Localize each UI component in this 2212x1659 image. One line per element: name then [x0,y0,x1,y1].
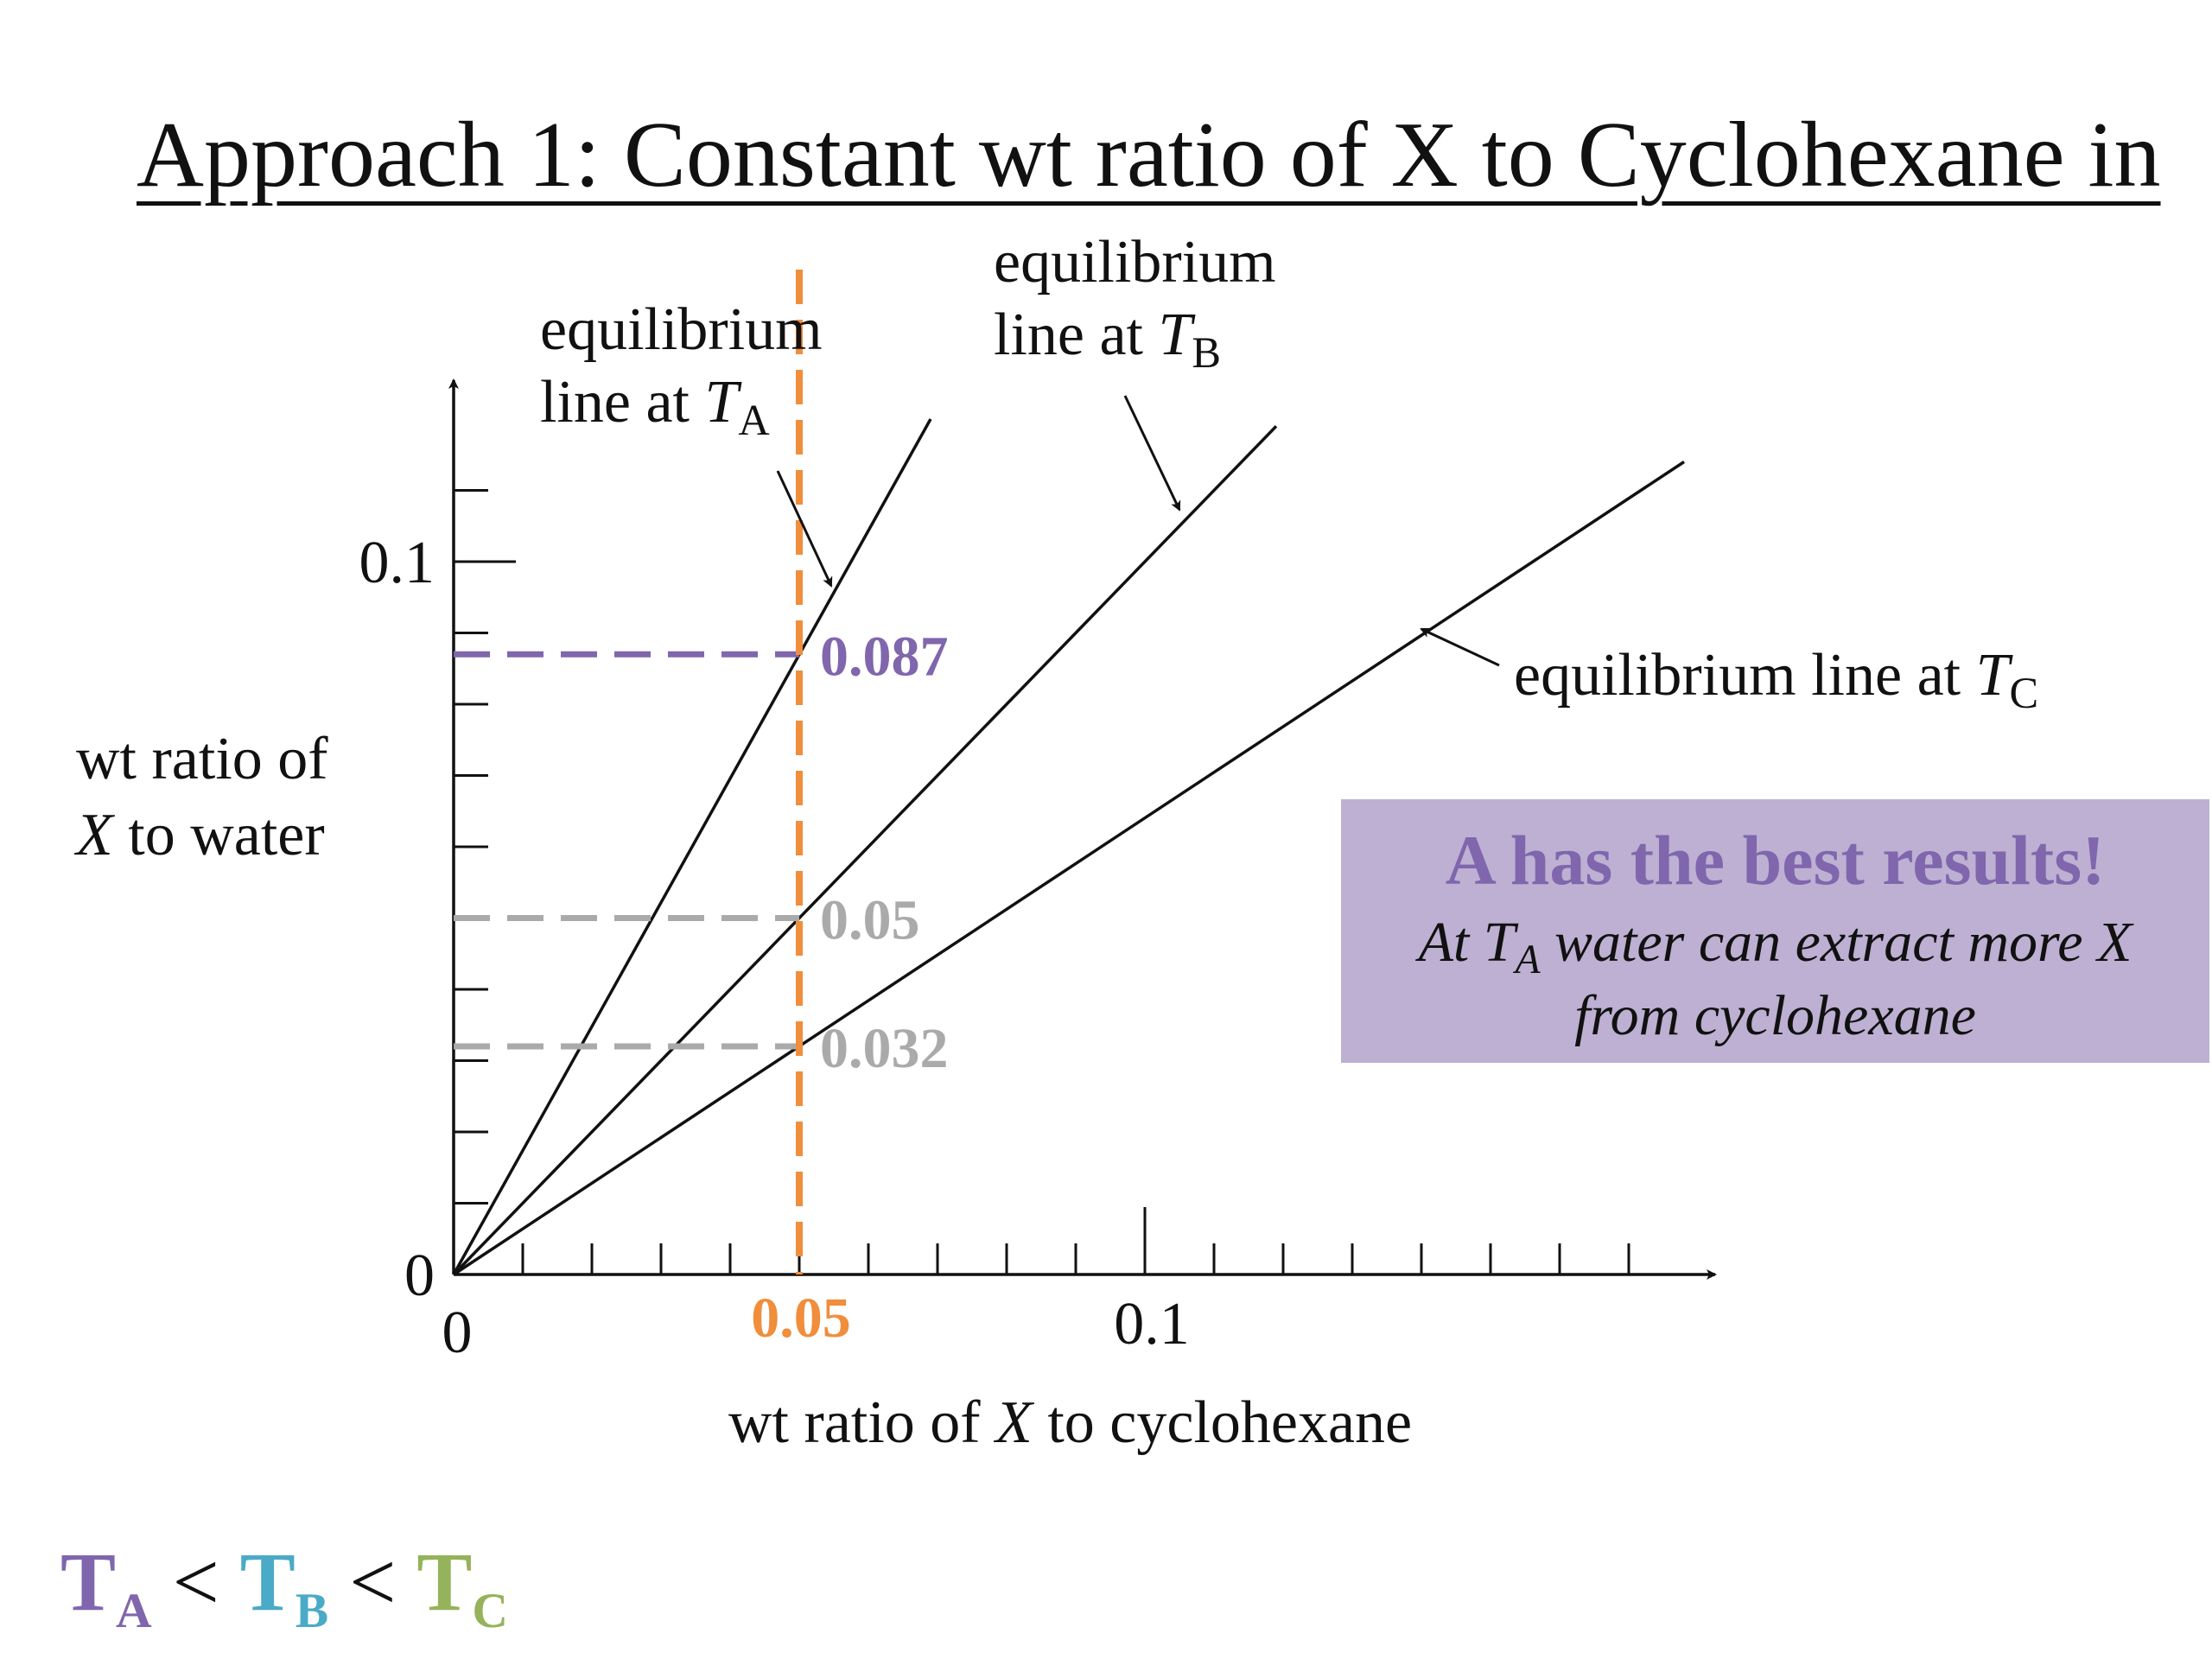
equilibrium-line-b [452,425,1278,1276]
value-label-0.05: 0.05 [820,889,920,952]
label-line-b-1: equilibrium [994,229,1276,296]
label-line-a-1: equilibrium [540,296,823,363]
x-tick-label-0.05: 0.05 [751,1287,851,1350]
arrow-line-c [1420,627,1500,667]
order-ta: TA [60,1535,152,1639]
y-tick-label-0.1: 0.1 [359,530,435,596]
x-tick-label-0.1: 0.1 [1114,1291,1190,1357]
label-line-c: equilibrium line at TC [1514,642,2039,718]
slide-title: Approach 1: Constant wt ratio of X to Cy… [137,104,2161,207]
label-line-a: equilibrium line at TA [540,294,823,445]
equilibrium-line-c [453,461,1685,1276]
label-line-b: equilibrium line at TB [994,226,1276,378]
value-label-0.032: 0.032 [820,1017,949,1080]
arrow-line-b [1123,395,1181,512]
label-line-b-2: line at TB [994,302,1222,378]
x-axis-label: wt ratio of X to cyclohexane [728,1389,1413,1456]
value-label-0.087: 0.087 [820,625,949,688]
y-axis-label: wt ratio of X to water [76,726,328,868]
x-tick-label-0: 0 [442,1300,473,1366]
arrow-line-a [776,470,833,588]
callout-body-line2: from cyclohexane [1574,984,1976,1048]
equilibrium-line-a [452,418,932,1275]
order-tc: TC [416,1535,508,1639]
y-tick-label-0: 0 [404,1243,435,1309]
callout-body: At TA water can extract more X [1418,910,2133,982]
callout-box: A has the best results! At TA water can … [1341,799,2209,1063]
order-tb: TB [239,1535,329,1639]
label-line-a-2: line at TA [540,369,770,445]
callout-heading: A has the best results! [1445,821,2106,899]
temperature-order: TA < TB < TC [60,1535,508,1639]
